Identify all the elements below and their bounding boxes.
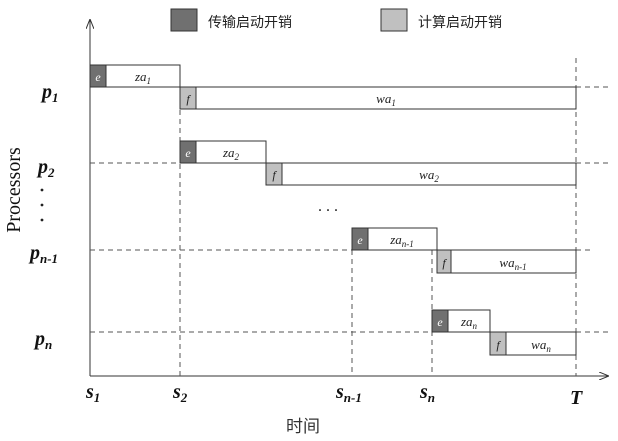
za-box-p1	[105, 64, 181, 88]
vertical-ellipsis-dot	[40, 218, 44, 222]
transfer-e-pn: e	[437, 315, 443, 329]
processor-label-pn-1: pn-1	[28, 242, 58, 266]
wa-box-p2	[281, 162, 577, 186]
legend-transfer-swatch	[170, 8, 198, 32]
legend: 传输启动开销 计算启动开销	[170, 8, 502, 32]
compute-f-pn-1: f	[442, 256, 447, 270]
wa-box-p1	[195, 86, 577, 110]
wa-label-p1: wa1	[376, 91, 396, 108]
x-axis-label: 时间	[286, 417, 320, 437]
wa-box-pn	[505, 331, 577, 356]
legend-compute-swatch	[380, 8, 408, 32]
processor-label-pn: pn	[33, 328, 52, 352]
row-p1: e za1 f wa1	[89, 64, 577, 110]
za-label-pn-1: zan-1	[389, 232, 414, 249]
wa-label-pn-1: wan-1	[499, 255, 526, 272]
za-label-pn: zan	[460, 314, 478, 331]
wa-box-pn-1	[450, 249, 577, 274]
compute-f-p2: f	[272, 168, 277, 182]
start-label-sn-1: sn-1	[335, 381, 362, 405]
start-time-labels: s1 s2 sn-1 sn T	[85, 381, 583, 409]
legend-compute-label: 计算启动开销	[418, 15, 502, 31]
vertical-ellipsis-dot	[40, 203, 44, 207]
row-pn-1: e zan-1 f wan-1	[351, 227, 577, 274]
end-label-T: T	[570, 387, 583, 409]
start-label-sn: sn	[419, 381, 435, 405]
y-axis-label: Processors	[3, 147, 25, 233]
processor-label-p2: p2	[36, 156, 55, 180]
start-label-s2: s2	[172, 381, 188, 405]
wa-label-pn: wan	[531, 337, 551, 354]
compute-f-pn: f	[496, 338, 501, 352]
legend-transfer-label: 传输启动开销	[208, 15, 292, 31]
horizontal-ellipsis: . . .	[318, 198, 338, 215]
za-box-pn-1	[367, 227, 438, 251]
za-label-p2: za2	[222, 145, 240, 162]
processor-labels: p1 p2 pn-1 pn	[28, 81, 59, 352]
processor-label-p1: p1	[40, 81, 59, 105]
compute-f-p1: f	[186, 92, 191, 106]
row-pn: e zan f wan	[431, 309, 577, 356]
transfer-e-p1: e	[95, 70, 101, 84]
transfer-e-p2: e	[185, 146, 191, 160]
horizontal-guides	[90, 86, 608, 333]
za-label-p1: za1	[134, 69, 151, 86]
row-p2: e za2 f wa2	[179, 140, 577, 186]
za-box-p2	[195, 140, 267, 164]
start-label-s1: s1	[85, 381, 100, 405]
wa-label-p2: wa2	[419, 167, 439, 184]
transfer-e-pn-1: e	[357, 233, 363, 247]
za-box-pn	[447, 309, 491, 333]
vertical-ellipsis	[40, 188, 44, 222]
vertical-ellipsis-dot	[40, 188, 44, 192]
